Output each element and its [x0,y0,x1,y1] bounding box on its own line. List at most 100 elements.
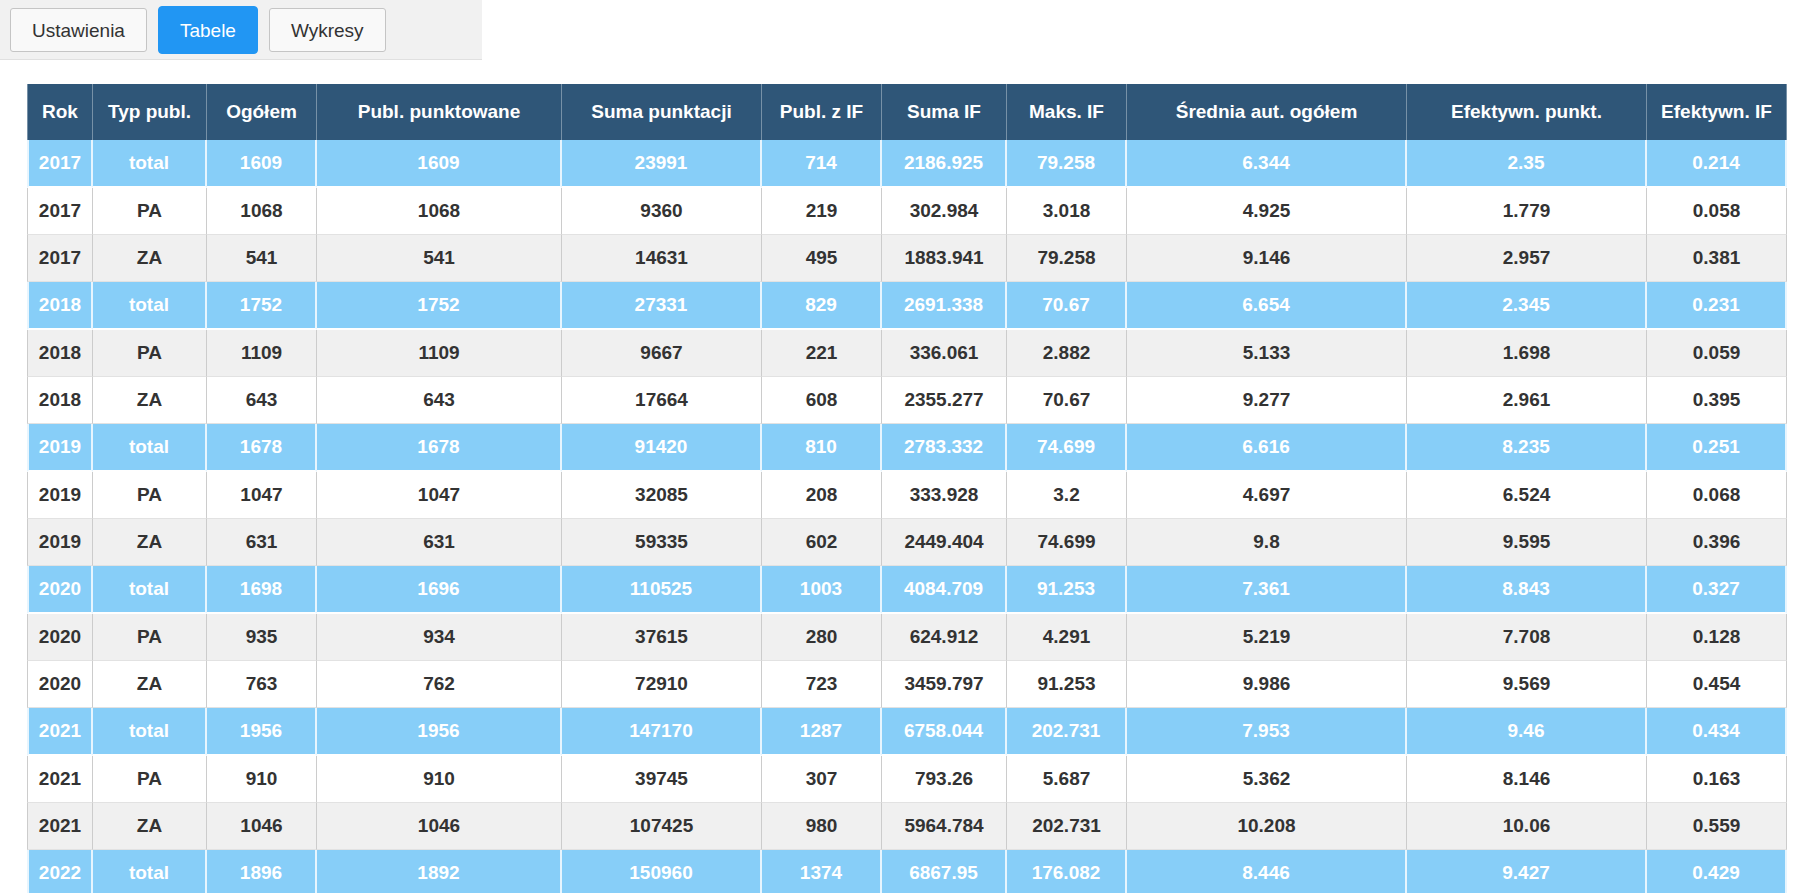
table-cell: 643 [317,377,562,424]
table-cell: 1678 [317,424,562,472]
table-cell: 70.67 [1007,377,1127,424]
table-cell: 0.327 [1647,566,1787,614]
table-cell: 0.429 [1647,850,1787,893]
table-cell: 74.699 [1007,424,1127,472]
table-cell: 9.569 [1407,661,1647,708]
column-header: Suma punktacji [562,84,762,140]
table-cell: 79.258 [1007,235,1127,282]
table-cell: 2691.338 [882,282,1007,330]
table-row: 2017ZA541541146314951883.94179.2589.1462… [27,235,1787,282]
tab-wykresy[interactable]: Wykresy [269,8,386,52]
tab-tabele[interactable]: Tabele [158,6,258,54]
table-cell: 10.06 [1407,803,1647,850]
table-cell: 9667 [562,330,762,377]
column-header: Średnia aut. ogółem [1127,84,1407,140]
table-cell: 6.344 [1127,140,1407,188]
table-row: 2019PA1047104732085208333.9283.24.6976.5… [27,472,1787,519]
table-cell: 1.779 [1407,188,1647,235]
table-cell: 202.731 [1007,708,1127,756]
table-cell: 219 [762,188,882,235]
table-cell: 221 [762,330,882,377]
table-cell: 608 [762,377,882,424]
table-cell: 1068 [317,188,562,235]
table-cell: 1374 [762,850,882,893]
table-cell: 0.058 [1647,188,1787,235]
table-cell: 910 [207,756,317,803]
table-cell: 0.068 [1647,472,1787,519]
table-cell: 70.67 [1007,282,1127,330]
table-cell: 1047 [317,472,562,519]
table-cell: 2.35 [1407,140,1647,188]
table-cell: 208 [762,472,882,519]
table-cell: total [93,282,207,330]
total-row: 2017total16091609239917142186.92579.2586… [27,140,1787,188]
table-cell: 2019 [27,424,93,472]
table-cell: 2.882 [1007,330,1127,377]
table-cell: 280 [762,614,882,661]
total-row: 2020total1698169611052510034084.70991.25… [27,566,1787,614]
table-cell: 3.018 [1007,188,1127,235]
table-cell: 1752 [207,282,317,330]
tab-bar: UstawieniaTabeleWykresy [0,0,482,60]
table-cell: 1109 [207,330,317,377]
table-cell: 2020 [27,661,93,708]
table-cell: 7.953 [1127,708,1407,756]
table-cell: 6.654 [1127,282,1407,330]
table-cell: 934 [317,614,562,661]
table-cell: 5.362 [1127,756,1407,803]
table-cell: 1003 [762,566,882,614]
column-header: Publ. z IF [762,84,882,140]
table-cell: 2019 [27,519,93,566]
table-cell: 74.699 [1007,519,1127,566]
table-row: 2018PA110911099667221336.0612.8825.1331.… [27,330,1787,377]
table-cell: PA [93,472,207,519]
table-cell: 9.986 [1127,661,1407,708]
table-cell: 1609 [207,140,317,188]
table-cell: 0.163 [1647,756,1787,803]
table-cell: 910 [317,756,562,803]
table-cell: 2018 [27,377,93,424]
table-row: 2021PA91091039745307793.265.6875.3628.14… [27,756,1787,803]
table-cell: 0.559 [1647,803,1787,850]
table-cell: 9.46 [1407,708,1647,756]
tab-ustawienia[interactable]: Ustawienia [10,8,147,52]
table-cell: 202.731 [1007,803,1127,850]
table-cell: 7.708 [1407,614,1647,661]
table-cell: 0.381 [1647,235,1787,282]
table-cell: 763 [207,661,317,708]
table-cell: 0.231 [1647,282,1787,330]
table-cell: 176.082 [1007,850,1127,893]
table-cell: total [93,708,207,756]
table-cell: 147170 [562,708,762,756]
table-cell: 5.687 [1007,756,1127,803]
table-cell: 10.208 [1127,803,1407,850]
table-cell: 0.128 [1647,614,1787,661]
table-cell: 1109 [317,330,562,377]
table-body: 2017total16091609239917142186.92579.2586… [27,140,1787,893]
table-cell: 1047 [207,472,317,519]
table-cell: 2018 [27,282,93,330]
table-cell: total [93,424,207,472]
table-cell: 1609 [317,140,562,188]
table-cell: 495 [762,235,882,282]
table-cell: 1046 [207,803,317,850]
table-cell: 1068 [207,188,317,235]
table-cell: 9.595 [1407,519,1647,566]
table-cell: 9.146 [1127,235,1407,282]
table-cell: 14631 [562,235,762,282]
table-cell: 23991 [562,140,762,188]
table-cell: PA [93,614,207,661]
table-cell: 4084.709 [882,566,1007,614]
table-cell: 762 [317,661,562,708]
table-cell: 333.928 [882,472,1007,519]
table-cell: 2.345 [1407,282,1647,330]
table-cell: total [93,566,207,614]
table-cell: 5964.784 [882,803,1007,850]
table-cell: 72910 [562,661,762,708]
table-cell: 2449.404 [882,519,1007,566]
table-cell: ZA [93,235,207,282]
table-cell: 4.925 [1127,188,1407,235]
table-cell: 2355.277 [882,377,1007,424]
table-cell: 3459.797 [882,661,1007,708]
table-cell: 27331 [562,282,762,330]
